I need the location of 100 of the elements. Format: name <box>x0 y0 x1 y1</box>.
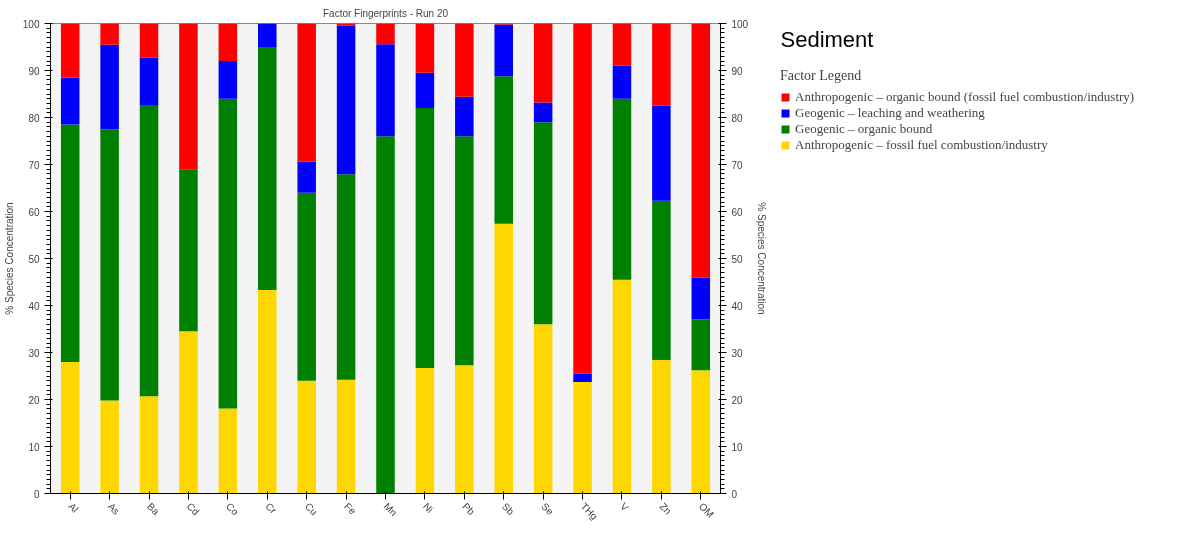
legend-label: Geogenic – leaching and weathering <box>795 105 985 121</box>
bar <box>60 23 80 78</box>
bar <box>179 331 198 494</box>
bar <box>612 279 632 494</box>
x-tick-label: Sb <box>499 500 517 518</box>
bar <box>297 192 316 381</box>
x-tick-label: Ni <box>421 500 436 516</box>
bar <box>612 65 632 99</box>
y2-tick-label: 70 <box>731 159 744 171</box>
x-tick-label: Zn <box>657 500 674 517</box>
bar <box>336 379 356 494</box>
y-tick-label: 90 <box>28 65 40 77</box>
bar <box>297 23 316 162</box>
text: Sediment <box>780 26 874 52</box>
x-tick-label: Cu <box>302 500 320 518</box>
bar <box>100 400 119 494</box>
y2-tick-label: 30 <box>731 347 744 359</box>
bar <box>612 98 632 280</box>
y-axis-title: % Species Concentration <box>3 202 15 315</box>
bar <box>415 368 435 494</box>
bar <box>652 200 671 361</box>
bar <box>652 360 671 494</box>
x-tick-label: Pb <box>460 500 478 518</box>
y-tick-label: 30 <box>28 347 40 359</box>
x-tick-label: OM <box>696 500 717 520</box>
bar <box>258 47 277 290</box>
bar <box>494 76 513 224</box>
bar <box>376 136 395 494</box>
bar <box>455 365 474 494</box>
bar <box>60 77 80 125</box>
x-tick-label: Se <box>539 500 556 518</box>
bar <box>533 102 553 123</box>
x-tick-label: Co <box>223 500 242 518</box>
bar <box>218 98 238 409</box>
legend-title: Factor Legend <box>780 68 863 84</box>
bar <box>179 169 198 332</box>
x-tick-label: Ba <box>145 500 162 518</box>
bar <box>533 122 553 325</box>
bar <box>336 25 356 175</box>
bar <box>258 23 277 47</box>
y-tick-label: 40 <box>28 300 40 312</box>
bar <box>573 382 592 494</box>
bar <box>139 105 159 397</box>
bar <box>258 289 277 494</box>
y2-tick-label: 50 <box>731 253 744 265</box>
y-tick-label: 100 <box>22 18 40 30</box>
bar <box>376 44 395 137</box>
x-tick-label: Fe <box>342 500 359 517</box>
bar <box>218 61 238 99</box>
bar <box>455 96 474 137</box>
y-tick-label: 70 <box>28 159 40 171</box>
legend-label: Anthropogenic – fossil fuel combustion/industry <box>795 137 1048 153</box>
bar <box>218 408 238 494</box>
x-tick-label: V <box>618 500 631 514</box>
bar <box>60 361 80 494</box>
y-tick-label: 10 <box>28 441 40 453</box>
x-tick-label: Cr <box>263 500 280 517</box>
legend-label: Geogenic – organic bound <box>795 121 933 137</box>
bar <box>60 124 80 362</box>
bar <box>494 223 513 494</box>
y-tick-label: 50 <box>28 253 40 265</box>
bar <box>139 57 159 106</box>
y2-tick-label: 80 <box>731 112 744 124</box>
y2-tick-label: 0 <box>731 488 738 500</box>
legend-label: Anthropogenic – organic bound (fossil fuel combustion/industry) <box>795 89 1135 105</box>
y2-tick-label: 60 <box>731 206 744 218</box>
bar <box>100 44 119 130</box>
y-tick-label: 80 <box>28 112 40 124</box>
bar <box>652 23 671 106</box>
bar <box>691 370 711 494</box>
y2-tick-label: 10 <box>731 441 744 453</box>
bar <box>100 23 119 45</box>
bar <box>139 23 159 58</box>
x-tick-label: Al <box>66 500 81 515</box>
bar <box>573 373 592 383</box>
chart-title: Factor Fingerprints - Run 20 <box>322 7 449 19</box>
bar <box>179 23 198 170</box>
bar <box>691 23 711 278</box>
bar <box>612 23 632 66</box>
bar <box>336 174 356 380</box>
x-tick-label: Mn <box>381 500 400 519</box>
y2-tick-label: 100 <box>731 18 749 30</box>
bar <box>218 23 238 62</box>
bar <box>297 380 316 494</box>
bar <box>376 23 395 45</box>
x-tick-label: Cd <box>184 500 202 518</box>
y-tick-label: 0 <box>33 488 40 500</box>
bar <box>533 23 553 103</box>
bar <box>415 72 435 109</box>
bar <box>494 24 513 77</box>
bar <box>652 105 671 201</box>
bar <box>691 277 711 320</box>
bar <box>415 108 435 369</box>
bar <box>691 319 711 371</box>
y-tick-label: 60 <box>28 206 40 218</box>
bar <box>455 23 474 97</box>
y-tick-label: 20 <box>28 394 40 406</box>
bar <box>139 396 159 494</box>
bar <box>100 129 119 401</box>
y2-axis-title: % Species Concentration <box>756 202 768 315</box>
